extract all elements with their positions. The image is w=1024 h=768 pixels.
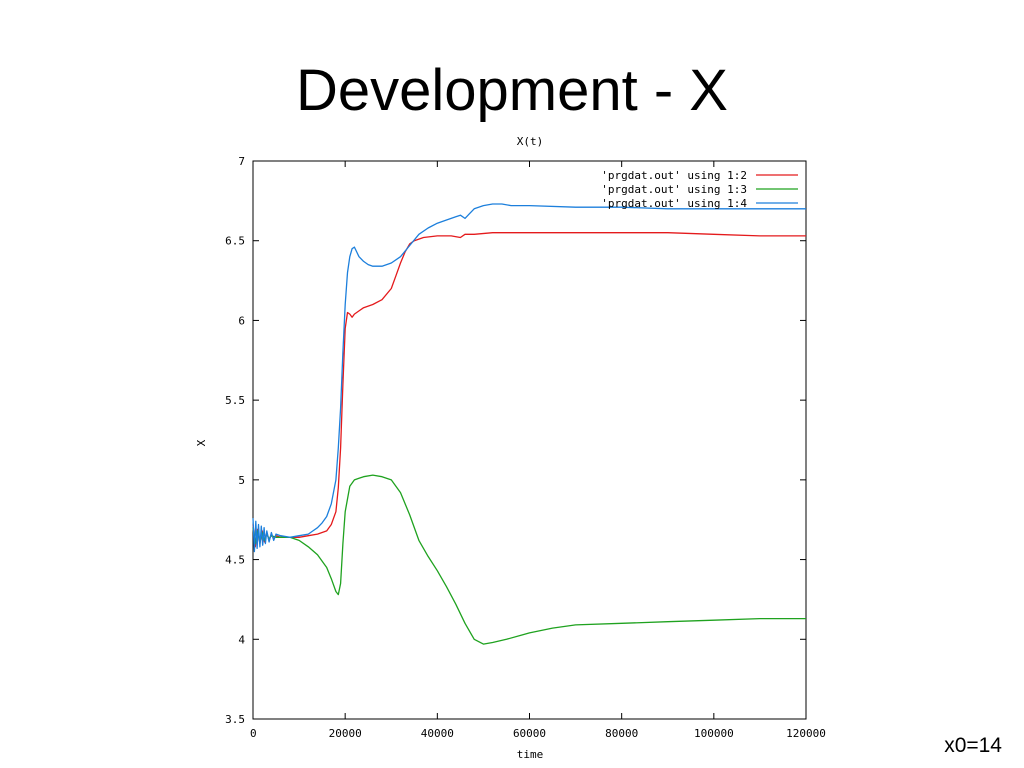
legend: 'prgdat.out' using 1:2'prgdat.out' using… bbox=[601, 169, 798, 210]
y-tick-label: 6 bbox=[238, 314, 245, 327]
x-tick-label: 40000 bbox=[421, 727, 454, 740]
series-line-2 bbox=[252, 474, 806, 645]
x-tick-label: 120000 bbox=[786, 727, 826, 740]
x-tick-label: 60000 bbox=[513, 727, 546, 740]
x-tick-label: 80000 bbox=[605, 727, 638, 740]
y-tick-label: 7 bbox=[238, 155, 245, 168]
x-axis-label: time bbox=[517, 748, 544, 761]
y-tick-label: 5.5 bbox=[225, 394, 245, 407]
x-tick-label: 100000 bbox=[694, 727, 734, 740]
series-line-1 bbox=[252, 232, 806, 548]
x-tick-label: 20000 bbox=[329, 727, 362, 740]
legend-label: 'prgdat.out' using 1:3 bbox=[601, 183, 747, 196]
chart-title: X(t) bbox=[517, 135, 544, 148]
y-tick-label: 4.5 bbox=[225, 554, 245, 567]
legend-label: 'prgdat.out' using 1:2 bbox=[601, 169, 747, 182]
caption: x0=14 bbox=[944, 734, 1002, 757]
legend-label: 'prgdat.out' using 1:4 bbox=[601, 197, 747, 210]
slide-title: Development - X bbox=[296, 58, 728, 123]
y-tick-label: 4 bbox=[238, 633, 245, 646]
series-line-3 bbox=[252, 203, 806, 553]
y-tick-label: 3.5 bbox=[225, 713, 245, 726]
plot-area-frame bbox=[252, 160, 807, 720]
x-tick-label: 0 bbox=[250, 727, 257, 740]
y-tick-label: 6.5 bbox=[225, 235, 245, 248]
y-tick-label: 5 bbox=[238, 474, 245, 487]
y-axis-label: X bbox=[195, 439, 208, 446]
